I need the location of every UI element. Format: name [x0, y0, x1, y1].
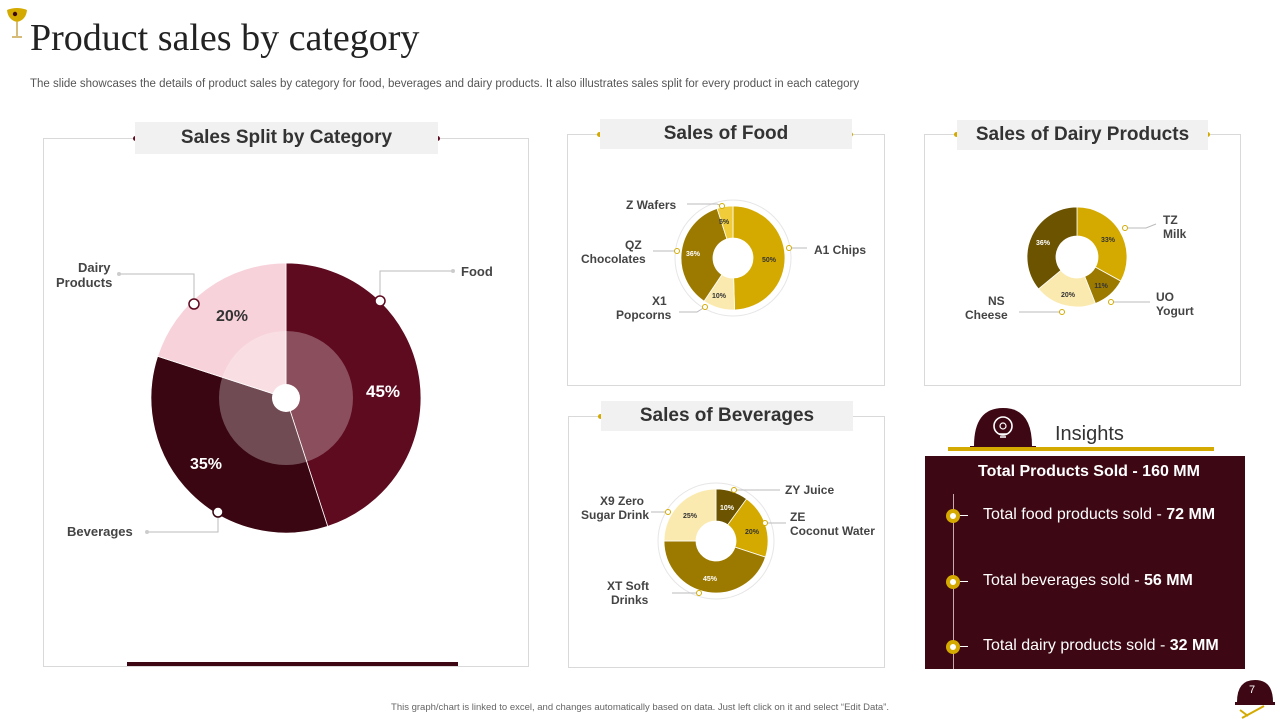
- food-leader-line: [379, 270, 453, 301]
- category-slice-dairy-products: [157, 262, 287, 399]
- food-chocolate-pct: 36%: [686, 251, 701, 258]
- beverages-title-left-dot: [598, 414, 603, 419]
- bev-soft-label-line1: XT Soft: [607, 579, 649, 593]
- page-number-badge: [1235, 680, 1275, 719]
- food-wafers-label: Z Wafers: [626, 198, 677, 212]
- bev-zero-label-line1: X9 Zero: [600, 494, 645, 508]
- dairy-slice-others: [1026, 206, 1078, 290]
- category-food-label: Food: [461, 264, 493, 279]
- beverages-panel: [568, 416, 885, 668]
- trophy-logo-icon: [7, 8, 27, 38]
- category-panel-bottom-bar: [127, 662, 458, 666]
- dairy-pct-label: 20%: [216, 308, 248, 325]
- insight-beverages-value: 56 MM: [1143, 572, 1193, 589]
- bev-juice-pct: 10%: [720, 505, 735, 512]
- beverages-pct-label: 35%: [190, 456, 222, 473]
- page-number: 7: [1248, 684, 1256, 696]
- insight-dairy-label: Total dairy products sold -: [983, 637, 1170, 654]
- dairy-cheese-pct: 20%: [1061, 292, 1076, 299]
- food-marker: [374, 295, 386, 307]
- food-panel-title: Sales of Food: [600, 119, 852, 149]
- bev-zero-label-line2: Sugar Drink: [581, 508, 650, 522]
- food-popcorn-label-line1: X1: [652, 294, 667, 308]
- dairy-panel-title: Sales of Dairy Products: [957, 120, 1208, 150]
- dairy-other-pct: 36%: [1036, 240, 1051, 247]
- food-wafers-pct: 5%: [719, 219, 730, 226]
- dairy-milk-pct: 33%: [1101, 237, 1116, 244]
- dairy-leader-line: [119, 273, 195, 304]
- insight-food-value: 72 MM: [1166, 506, 1216, 523]
- category-pie-chart: 45% 35% 20%: [117, 262, 455, 534]
- beverages-marker: [212, 506, 224, 518]
- category-slice-food: [285, 262, 422, 527]
- beverages-donut-chart: 10% 20% 45% 25%: [651, 482, 786, 600]
- dairy-cheese-label-line2: Cheese: [965, 308, 1008, 322]
- food-chips-pct: 50%: [762, 257, 777, 264]
- food-donut-chart: 50% 10% 36% 5%: [653, 199, 807, 317]
- dairy-slice-tz-milk: [1076, 206, 1128, 282]
- food-pct-label: 45%: [366, 382, 400, 401]
- bev-juice-label: ZY Juice: [785, 483, 835, 497]
- insights-box: [925, 456, 1245, 669]
- dairy-milk-label-line1: TZ: [1163, 213, 1178, 227]
- insight-dairy-value: 32 MM: [1169, 637, 1219, 654]
- dairy-panel: [924, 134, 1241, 386]
- food-popcorn-label-line2: Popcorns: [616, 308, 672, 322]
- footer-note: This graph/chart is linked to excel, and…: [391, 702, 889, 713]
- food-chips-label: A1 Chips: [814, 243, 867, 257]
- bev-coconut-label-line1: ZE: [790, 510, 806, 524]
- dairy-yogurt-label-line2: Yogurt: [1156, 304, 1194, 318]
- dairy-yogurt-pct: 11%: [1094, 283, 1108, 290]
- bev-zero-pct: 25%: [683, 513, 698, 520]
- food-choc-label-line2: Chocolates: [581, 252, 646, 266]
- category-dairy-label-line2: Products: [56, 275, 113, 290]
- page-title: Product sales by category: [30, 17, 420, 59]
- bev-coconut-label-line2: Coconut Water: [790, 524, 875, 538]
- beverages-panel-title: Sales of Beverages: [601, 401, 853, 431]
- beverages-leader-line: [147, 512, 219, 533]
- bev-soft-pct: 45%: [703, 576, 718, 583]
- beverages-slice-xt-soft-drinks: [663, 540, 766, 594]
- insights-cloche-icon: [970, 408, 1036, 450]
- category-beverages-label: Beverages: [67, 524, 133, 539]
- beverages-slice-x9-zero-sugar-drink: [663, 488, 717, 542]
- dairy-title-left-dot: [954, 132, 959, 137]
- food-popcorn-pct: 10%: [712, 293, 727, 300]
- insights-heading: Insights: [1055, 423, 1124, 445]
- dairy-cheese-label-line1: NS: [988, 294, 1005, 308]
- insight-beverages-label: Total beverages sold -: [983, 572, 1144, 589]
- dairy-yogurt-label-line1: UO: [1156, 290, 1174, 304]
- bev-coconut-pct: 20%: [745, 529, 760, 536]
- food-slice-a1-chips: [732, 205, 786, 311]
- food-slice-qz-chocolates: [680, 207, 728, 302]
- category-dairy-label-line1: Dairy: [78, 260, 111, 275]
- dairy-marker: [188, 298, 200, 310]
- insights-total: Total Products Sold - 160 MM: [978, 463, 1200, 480]
- category-pie-center-hole: [272, 384, 300, 412]
- bev-soft-label-line2: Drinks: [611, 593, 649, 607]
- dairy-donut-chart: 33% 11% 20% 36%: [1019, 206, 1157, 315]
- insight-food-label: Total food products sold -: [983, 506, 1167, 523]
- dairy-milk-label-line2: Milk: [1163, 227, 1187, 241]
- category-panel-title: Sales Split by Category: [135, 122, 438, 154]
- insights-underline: [948, 447, 1214, 451]
- food-choc-label-line1: QZ: [625, 238, 642, 252]
- food-title-left-dot: [597, 132, 602, 137]
- page-subtitle: The slide showcases the details of produ…: [30, 78, 860, 90]
